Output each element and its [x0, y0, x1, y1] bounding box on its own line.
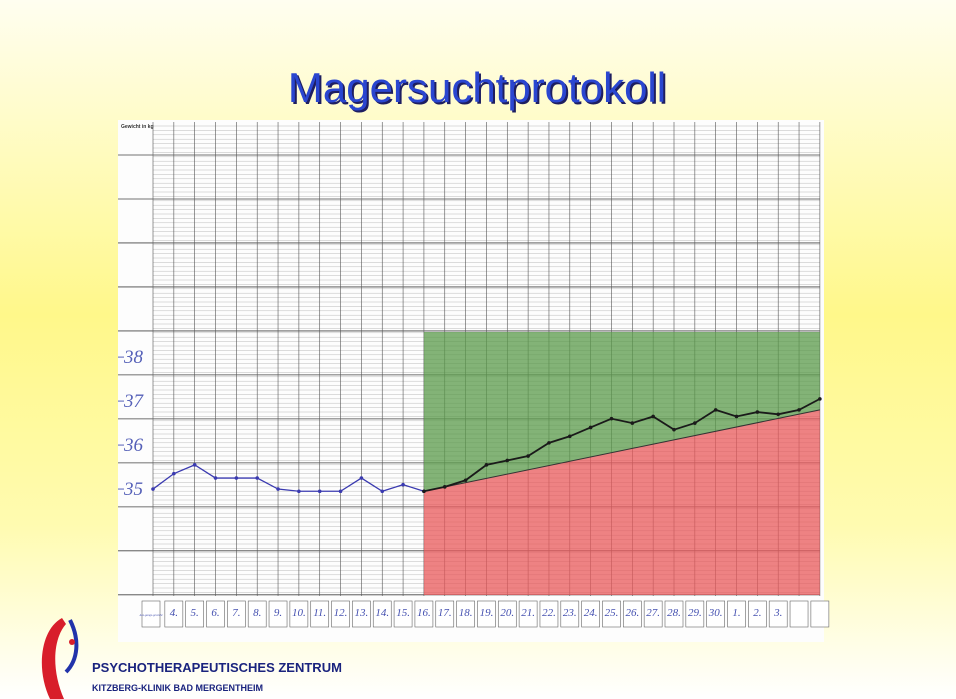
x-tick-label: 29.	[688, 607, 702, 619]
x-tick-label: 27.	[646, 607, 660, 619]
x-tick-label: 6.	[211, 607, 219, 619]
weight-point	[339, 489, 343, 493]
x-tick-label: 1.	[732, 607, 740, 619]
x-tick-label: 20.	[500, 607, 514, 619]
x-tick-label: 26.	[625, 607, 639, 619]
x-tick-label: 24.	[584, 607, 598, 619]
weight-point	[756, 410, 760, 414]
weight-point	[360, 476, 364, 480]
weight-point	[547, 441, 551, 445]
weight-point	[776, 412, 780, 416]
x-tick-label: Aus-gangs-gewicht	[139, 613, 163, 617]
weight-point	[818, 397, 822, 401]
x-tick-label: 5.	[191, 607, 199, 619]
x-tick-label: 17.	[438, 607, 452, 619]
title: Magersuchtprotokoll	[288, 64, 666, 111]
x-tick-label: 9.	[274, 607, 282, 619]
weight-point	[505, 459, 509, 463]
weight-point	[610, 417, 614, 421]
x-tick-label: 30.	[708, 607, 723, 619]
x-tick-label: 25.	[605, 607, 619, 619]
weight-point	[693, 421, 697, 425]
logo	[42, 618, 77, 699]
logo-stroke	[66, 620, 76, 672]
x-tick-label: 8.	[253, 607, 261, 619]
weight-point	[526, 454, 530, 458]
weight-point	[589, 426, 593, 430]
y-tick-label: 38	[123, 347, 144, 368]
slide: Magersuchtprotokoll Magersuchtprotokoll …	[0, 0, 956, 699]
weight-point	[276, 487, 280, 491]
x-tick-label: 19.	[480, 607, 494, 619]
weight-point	[672, 428, 676, 432]
x-tick-label: 16.	[417, 607, 431, 619]
logo-dot	[69, 639, 75, 645]
x-tick-label: 28.	[667, 607, 681, 619]
x-tick-label: 22.	[542, 607, 556, 619]
x-tick-label: 2.	[753, 607, 761, 619]
y-tick-label: 37	[123, 391, 145, 412]
weight-point	[735, 415, 739, 419]
weight-point	[151, 487, 155, 491]
x-tick-label: 13.	[355, 607, 369, 619]
weight-point	[401, 483, 405, 487]
x-tick-label: 21.	[521, 607, 535, 619]
weight-point	[797, 408, 801, 412]
y-tick-label: 35	[123, 479, 143, 500]
x-tick-label: 23.	[563, 607, 577, 619]
weight-point	[318, 489, 322, 493]
weight-point	[443, 485, 447, 489]
y-axis-label: Gewicht in kg	[121, 124, 154, 130]
x-tick-label: 18.	[459, 607, 473, 619]
x-tick-label: 14.	[375, 607, 389, 619]
x-tick-label: 11.	[313, 607, 326, 619]
x-tick-label: 10.	[292, 607, 306, 619]
weight-point	[193, 463, 197, 467]
weight-point	[464, 478, 468, 482]
weight-point	[214, 476, 218, 480]
x-tick-label: 12.	[334, 607, 348, 619]
y-tick-label: 36	[123, 435, 144, 456]
footer-line2: KITZBERG-KLINIK BAD MERGENTHEIM	[92, 683, 263, 693]
weight-point	[235, 476, 239, 480]
x-tick-label: 3.	[773, 607, 782, 619]
weight-point	[172, 472, 176, 476]
weight-point	[297, 489, 301, 493]
footer-line1: PSYCHOTHERAPEUTISCHES ZENTRUM	[92, 660, 342, 675]
logo-swirl	[42, 618, 66, 699]
weight-point	[255, 476, 259, 480]
day-box	[790, 601, 808, 627]
x-tick-label: 7.	[232, 607, 240, 619]
day-box	[811, 601, 829, 627]
weight-point	[651, 415, 655, 419]
weight-point	[714, 408, 718, 412]
x-tick-label: 4.	[170, 607, 178, 619]
weight-point	[568, 434, 572, 438]
weight-point	[485, 463, 489, 467]
weight-point	[631, 421, 635, 425]
weight-point	[422, 489, 426, 493]
weight-point	[380, 489, 384, 493]
x-tick-label: 15.	[396, 607, 410, 619]
